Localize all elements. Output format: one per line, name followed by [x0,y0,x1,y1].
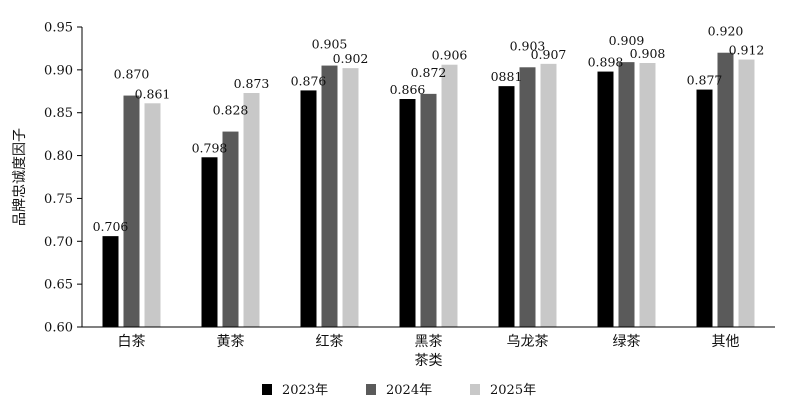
bar [540,63,557,327]
data-label: 0.908 [630,46,666,61]
x-category-label: 乌龙茶 [507,334,549,350]
bar [696,89,713,327]
y-tick-label: 0.60 [44,321,73,336]
data-label: 0881 [491,69,523,84]
y-tick-label: 0.70 [44,235,73,250]
data-label: 0.876 [291,73,327,88]
bar [243,93,260,327]
legend: 2023年 2024年 2025年 [262,383,536,398]
bar [639,63,656,327]
bar [222,131,239,327]
data-label: 0.898 [588,55,624,70]
legend-swatch [366,384,376,395]
x-category-label: 红茶 [316,334,344,350]
data-label: 0.873 [234,76,270,91]
x-category-label: 绿茶 [613,334,641,350]
data-label: 0.906 [432,48,468,63]
data-label: 0.706 [93,219,129,234]
data-label: 0.907 [531,47,567,62]
x-category-label: 黑茶 [415,334,443,350]
bar [441,64,458,327]
legend-swatch [470,384,480,395]
data-label: 0.870 [114,67,150,82]
bar [498,86,515,328]
bar [597,71,614,327]
data-label: 0.861 [135,86,171,101]
x-category-label: 白茶 [118,334,146,350]
data-label: 0.902 [333,51,369,66]
bar [342,68,359,328]
data-label: 0.877 [687,73,723,88]
data-label: 0.920 [708,24,744,39]
y-tick-label: 0.75 [44,192,73,207]
bar [618,62,635,328]
data-label: 0.903 [510,38,546,53]
bar [123,95,140,327]
data-label: 0.912 [729,43,765,58]
data-label: 0.828 [213,103,249,118]
y-axis-ticks: 0.60 0.65 0.70 0.75 0.80 0.85 0.90 0.95 [44,21,82,336]
legend-swatch [262,384,272,395]
data-label: 0.909 [609,33,645,48]
bar [717,52,734,327]
bar [102,236,119,327]
bar [321,65,338,328]
bar [144,103,161,328]
y-tick-label: 0.90 [44,63,73,78]
data-labels: 0.706 0.870 0.861 0.798 0.828 0.873 0.876 0.905… [93,24,765,234]
y-tick-label: 0.80 [44,149,73,164]
data-label: 0.866 [390,82,426,97]
bars [102,52,755,328]
bar [201,157,218,327]
x-category-label: 其他 [712,334,740,350]
bar [300,90,317,327]
x-axis-category-labels: 白茶 黄茶 红茶 黑茶 乌龙茶 绿茶 其他 [118,333,740,350]
legend-label: 2023年 [282,383,328,398]
bar [519,67,536,328]
legend-label: 2025年 [490,383,536,398]
legend-label: 2024年 [386,383,432,398]
bar [738,59,755,327]
x-category-label: 黄茶 [217,333,245,350]
y-tick-label: 0.85 [44,106,73,121]
bar [399,99,416,327]
x-axis-title: 茶类 [415,353,443,369]
data-label: 0.872 [411,65,447,80]
y-axis-title: 品牌忠诚度因子 [11,128,28,226]
bar [420,93,437,327]
y-tick-label: 0.65 [44,278,73,293]
y-tick-label: 0.95 [44,21,73,36]
data-label: 0.798 [192,140,228,155]
data-label: 0.905 [312,37,348,52]
